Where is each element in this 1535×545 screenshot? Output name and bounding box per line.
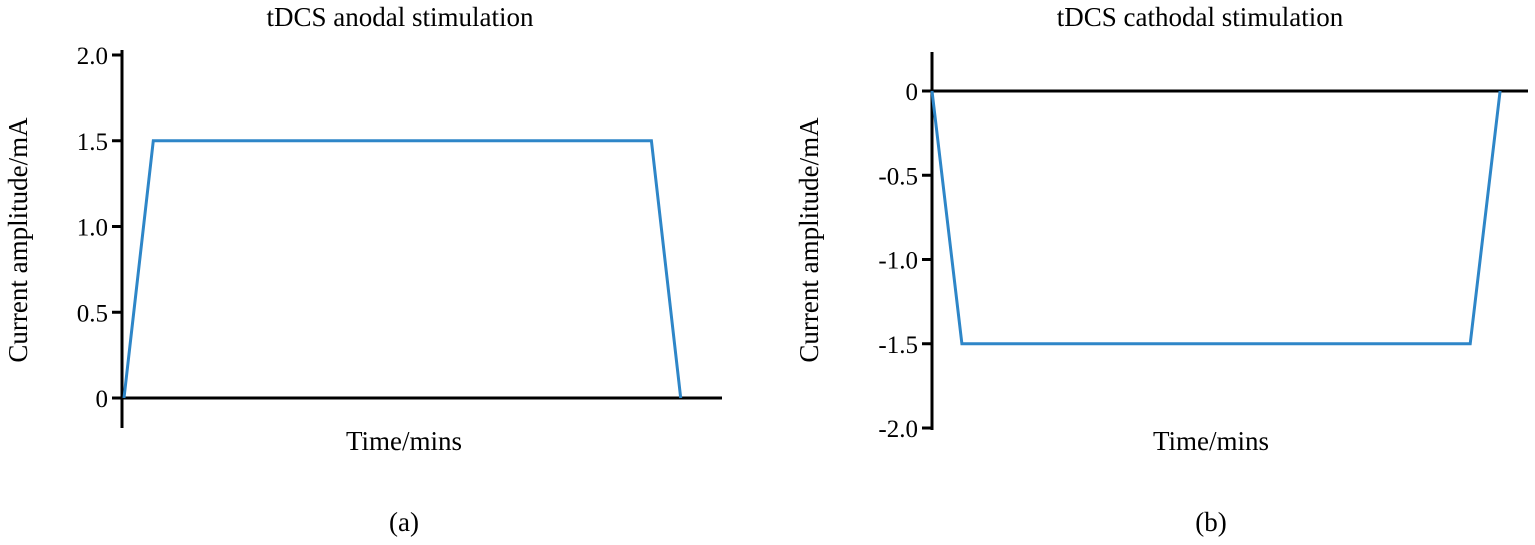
chart-title: tDCS cathodal stimulation xyxy=(1057,2,1344,32)
x-axis-label: Time/mins xyxy=(346,426,462,456)
y-tick-label: 1.5 xyxy=(77,129,108,156)
series-line-cathodal xyxy=(930,90,1502,346)
y-tick-label: 0.5 xyxy=(77,300,108,327)
y-ticks: 0 0.5 1.0 1.5 2.0 xyxy=(77,43,122,413)
y-tick-label: -2.0 xyxy=(878,416,918,443)
chart-anodal: tDCS anodal stimulation 0 0.5 1.0 1.5 2.0 Ti… xyxy=(3,2,722,537)
chart-title: tDCS anodal stimulation xyxy=(267,2,534,32)
panel-label: (b) xyxy=(1195,507,1226,537)
y-tick-label: -1.0 xyxy=(878,248,918,275)
chart-cathodal: tDCS cathodal stimulation 0 -0.5 -1.0 -1.5 -… xyxy=(794,2,1528,537)
y-tick-label: 0 xyxy=(96,386,109,413)
y-axis-label: Current amplitude/mA xyxy=(3,117,33,363)
y-tick-label: -0.5 xyxy=(878,163,918,190)
y-tick-label: 1.0 xyxy=(77,215,108,242)
x-axis-label: Time/mins xyxy=(1153,426,1269,456)
y-tick-label: 0 xyxy=(906,79,919,106)
y-tick-label: 2.0 xyxy=(77,43,108,70)
series-line-anodal xyxy=(122,139,683,399)
y-axis-label: Current amplitude/mA xyxy=(794,117,824,363)
y-ticks: 0 -0.5 -1.0 -1.5 -2.0 xyxy=(878,79,932,443)
y-tick-label: -1.5 xyxy=(878,332,918,359)
panel-label: (a) xyxy=(389,507,419,537)
